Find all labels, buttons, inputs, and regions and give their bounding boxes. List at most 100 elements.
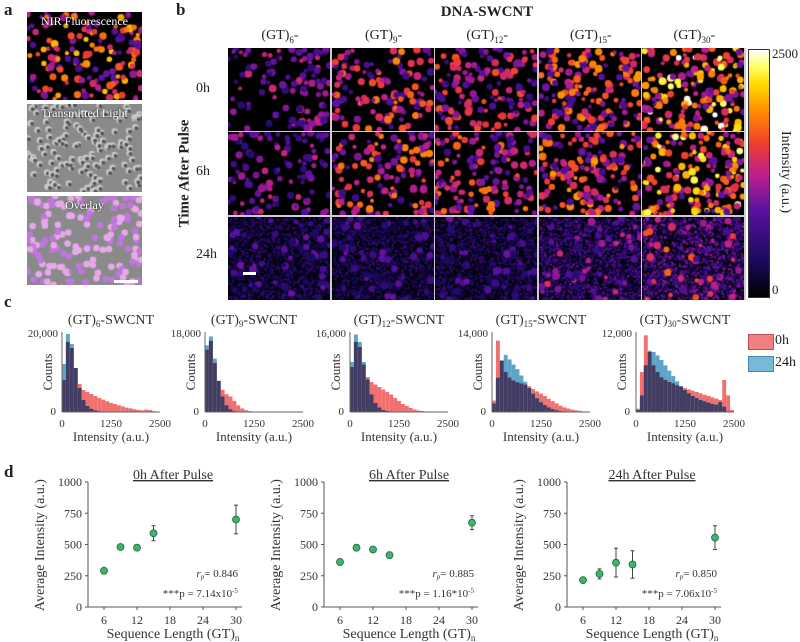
bar-overlap bbox=[683, 390, 687, 412]
bar-0h bbox=[93, 396, 98, 412]
bar-overlap bbox=[81, 400, 86, 412]
r-sub: p bbox=[679, 573, 684, 581]
bar-0h bbox=[546, 398, 551, 412]
p-value: ***p = 1.16*10-5 bbox=[399, 587, 475, 600]
title-suffix: -SWCNT bbox=[391, 313, 445, 328]
y-tick-label: 1000 bbox=[58, 475, 82, 489]
scale-bar bbox=[114, 280, 138, 283]
bar-0h bbox=[400, 404, 405, 412]
bar-overlap bbox=[224, 405, 229, 412]
x-tick: 1250 bbox=[243, 418, 266, 430]
gt-suffix: - bbox=[397, 28, 403, 43]
data-point bbox=[711, 533, 719, 542]
x-tick-label: 12 bbox=[131, 613, 143, 627]
microscopy-tile-gt12-24h bbox=[435, 216, 538, 300]
bar-overlap bbox=[550, 409, 555, 412]
data-point bbox=[468, 518, 476, 527]
x-axis-label: Intensity (a.u.) bbox=[647, 429, 723, 444]
bar-overlap bbox=[216, 380, 221, 412]
bar-overlap bbox=[702, 401, 707, 412]
microscopy-tile-gt15-6h bbox=[538, 132, 641, 216]
bar-0h bbox=[554, 403, 559, 412]
legend-label-0h: 0h bbox=[775, 333, 789, 348]
data-point bbox=[612, 558, 620, 567]
y-axis-label: Counts bbox=[614, 354, 629, 391]
nir-fluorescence-label: NIR Fluorescence bbox=[41, 14, 128, 28]
microscopy-tile-gt30-24h bbox=[642, 216, 745, 300]
data-point bbox=[149, 529, 158, 538]
x-label-text: Sequence Length (GT) bbox=[107, 627, 236, 642]
x-tick-label: 30 bbox=[709, 613, 721, 627]
panel-label-c: c bbox=[4, 292, 12, 311]
histogram-title: (GT)15-SWCNT bbox=[496, 313, 587, 329]
bar-0h bbox=[136, 410, 141, 412]
x-tick: 2500 bbox=[149, 418, 172, 430]
bar-overlap bbox=[663, 380, 668, 412]
x-tick-label: 12 bbox=[610, 613, 622, 627]
bar-overlap bbox=[643, 365, 648, 412]
gt-suffix: - bbox=[503, 28, 509, 43]
column-header-gt6: (GT)6- bbox=[228, 28, 332, 45]
pearson-r: rp= 0.846 bbox=[197, 568, 239, 581]
y-tick-label: 250 bbox=[64, 569, 82, 583]
bar-overlap bbox=[228, 409, 233, 412]
bar-overlap bbox=[671, 383, 676, 412]
x-tick: 2500 bbox=[437, 418, 460, 430]
bar-overlap bbox=[531, 393, 536, 412]
x-tick-label: 12 bbox=[367, 613, 379, 627]
microscopy-tile-gt9-0h bbox=[331, 48, 434, 131]
r-value: = 0.850 bbox=[683, 568, 717, 580]
x-axis-label: Intensity (a.u.) bbox=[361, 429, 437, 444]
microscopy-tile-gt15-24h bbox=[538, 216, 641, 300]
y-tick-label: 0 bbox=[555, 600, 561, 614]
bar-overlap bbox=[353, 342, 358, 412]
data-point bbox=[336, 558, 344, 566]
bar-overlap bbox=[507, 377, 512, 412]
r-symbol: r bbox=[433, 568, 438, 580]
bar-0h bbox=[381, 389, 386, 412]
data-point bbox=[100, 566, 108, 575]
bar-overlap bbox=[361, 364, 366, 412]
histogram-title: (GT)9-SWCNT bbox=[211, 313, 298, 329]
p-text: ***p = 7.14x10 bbox=[163, 588, 233, 600]
x-tick-label: 6 bbox=[580, 613, 586, 627]
bar-overlap bbox=[714, 404, 719, 412]
x-tick: 1250 bbox=[530, 418, 553, 430]
bar-0h bbox=[128, 408, 133, 412]
gt-suffix: - bbox=[606, 28, 612, 43]
title-sub: 15 bbox=[524, 319, 534, 329]
bar-overlap bbox=[492, 403, 496, 412]
bar-overlap bbox=[698, 400, 703, 412]
bar-0h bbox=[109, 402, 113, 412]
bar-overlap bbox=[546, 407, 551, 412]
x-tick-label: 24 bbox=[433, 613, 445, 627]
title-suffix: -SWCNT bbox=[243, 313, 297, 328]
bar-overlap bbox=[722, 406, 727, 412]
legend-swatch-24h bbox=[748, 356, 774, 372]
bar-0h bbox=[244, 410, 249, 412]
bar-overlap bbox=[73, 368, 78, 412]
gt-n: 6 bbox=[289, 34, 294, 45]
bar-overlap bbox=[503, 372, 508, 412]
microscopy-tile-gt15-0h bbox=[538, 48, 641, 131]
gt-suffix: - bbox=[710, 28, 716, 43]
x-axis-label: Intensity (a.u.) bbox=[503, 429, 579, 444]
row-label-0h: 0h bbox=[196, 81, 210, 96]
bar-overlap bbox=[647, 352, 652, 412]
bar-overlap bbox=[675, 385, 680, 412]
y-axis-label: Counts bbox=[183, 354, 198, 391]
x-axis-label: Sequence Length (GT)n bbox=[586, 627, 719, 642]
y-axis-label: Average Intensity (a.u.) bbox=[512, 479, 527, 611]
title-sub: 12 bbox=[382, 319, 391, 329]
bar-overlap bbox=[205, 349, 209, 412]
bar-overlap bbox=[365, 379, 370, 412]
bar-0h bbox=[639, 372, 644, 412]
microscopy-tile-gt6-6h bbox=[228, 132, 330, 216]
column-header-gt30: (GT)30- bbox=[642, 28, 746, 45]
bar-overlap bbox=[655, 372, 660, 412]
colorbar-max: 2500 bbox=[772, 46, 798, 61]
bar-overlap bbox=[377, 407, 382, 412]
